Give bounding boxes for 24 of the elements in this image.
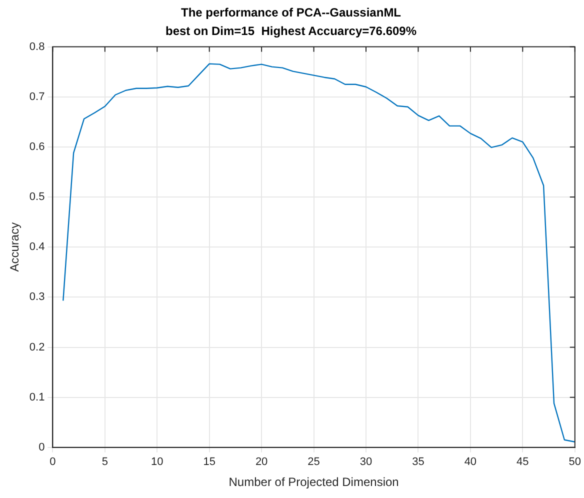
y-tick-label: 0.1 bbox=[29, 391, 45, 404]
x-tick-label: 45 bbox=[516, 456, 529, 468]
y-tick-label: 0.8 bbox=[29, 40, 45, 53]
chart-title: The performance of PCA--GaussianML bbox=[180, 6, 402, 20]
y-tick-label: 0.2 bbox=[29, 341, 45, 354]
x-tick-label: 35 bbox=[412, 456, 424, 468]
x-tick-label: 25 bbox=[308, 456, 320, 468]
y-tick-label: 0.5 bbox=[29, 191, 45, 204]
y-axis-title: Accuracy bbox=[8, 222, 22, 272]
y-tick-label: 0 bbox=[38, 441, 45, 454]
x-tick-label: 15 bbox=[203, 456, 216, 468]
x-tick-label: 5 bbox=[102, 456, 108, 468]
x-tick-label: 10 bbox=[151, 456, 164, 468]
y-tick-label: 0.3 bbox=[29, 291, 45, 304]
y-tick-label: 0.4 bbox=[29, 241, 45, 254]
x-axis-title: Number of Projected Dimension bbox=[228, 475, 399, 490]
y-tick-label: 0.7 bbox=[29, 90, 45, 103]
chart-subtitle: best on Dim=15 Highest Accuarcy=76.609% bbox=[165, 24, 417, 38]
x-tick-label: 20 bbox=[255, 456, 268, 468]
x-tick-label: 50 bbox=[568, 456, 582, 468]
y-tick-label: 0.6 bbox=[29, 140, 45, 153]
x-tick-label: 40 bbox=[464, 456, 477, 468]
x-tick-label: 30 bbox=[360, 456, 372, 468]
x-tick-label: 0 bbox=[50, 456, 56, 468]
